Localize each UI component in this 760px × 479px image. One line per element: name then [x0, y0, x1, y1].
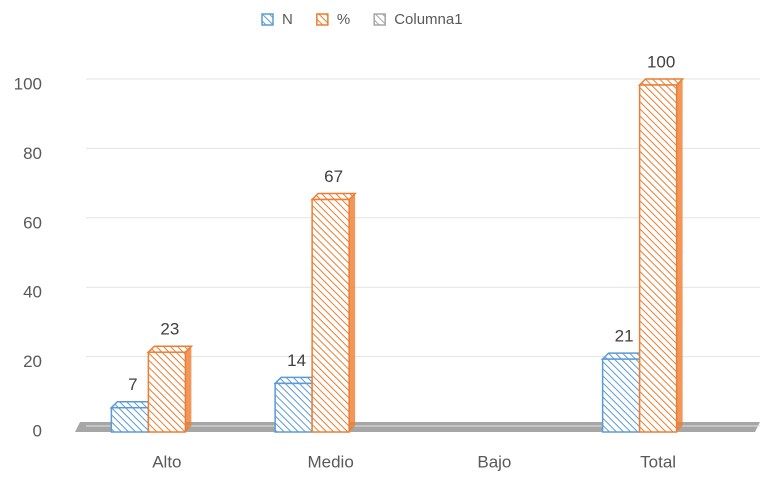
x-tick-label: Alto: [152, 452, 181, 471]
bar-front: [601, 358, 641, 433]
legend-swatch: [261, 13, 274, 26]
bar: [146, 345, 194, 433]
y-tick-label: 20: [23, 352, 42, 371]
data-label: 67: [324, 167, 343, 186]
data-label: 21: [615, 327, 634, 346]
x-tick-label: Medio: [307, 452, 353, 471]
legend-swatch: [373, 13, 386, 26]
bar-front: [311, 198, 350, 433]
legend-label: Columna1: [394, 11, 462, 28]
bar-front: [110, 406, 150, 433]
bar: [310, 192, 357, 433]
bar-side: [185, 346, 192, 432]
y-tick-label: 0: [33, 421, 42, 440]
bar-front: [274, 382, 313, 433]
bar-top: [310, 192, 357, 201]
y-tick-label: 60: [23, 213, 42, 232]
bar: [637, 78, 685, 433]
bar-top: [146, 345, 194, 353]
bar-front: [147, 351, 187, 433]
data-label: 7: [128, 375, 137, 394]
legend-label: N: [282, 11, 293, 28]
data-label: 23: [160, 320, 179, 339]
bar: [109, 400, 157, 433]
bar-front: [638, 84, 678, 433]
x-tick-label: Total: [640, 452, 676, 471]
legend-swatch: [316, 13, 329, 26]
bar-side: [676, 79, 683, 432]
data-label: 14: [287, 351, 306, 370]
x-tick-label: Bajo: [477, 452, 511, 471]
floor: [75, 422, 760, 432]
y-tick-label: 40: [23, 283, 42, 302]
y-tick-label: 80: [23, 144, 42, 163]
bar-side: [349, 193, 356, 432]
data-label: 100: [647, 52, 675, 71]
y-tick-label: 100: [14, 74, 42, 93]
legend-label: %: [337, 11, 350, 28]
bar-top: [637, 78, 685, 86]
